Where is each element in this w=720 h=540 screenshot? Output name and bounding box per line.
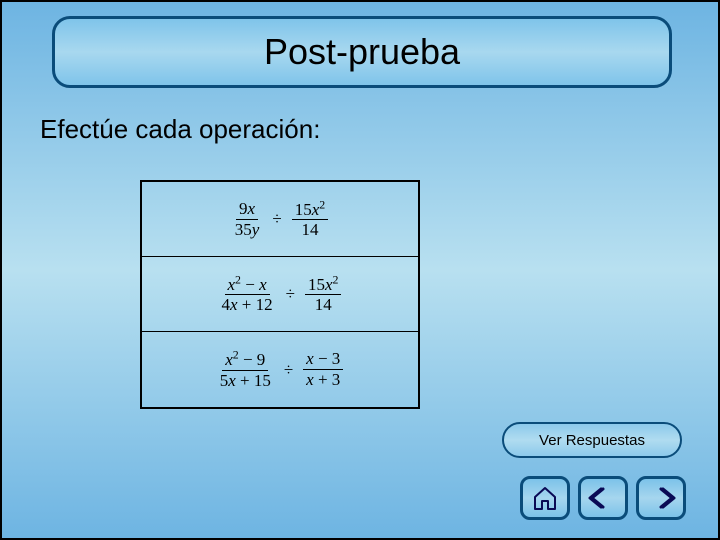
numerator: 15x2 [308,275,339,294]
prev-button[interactable] [578,476,628,520]
title-box: Post-prueba [52,16,672,88]
numerator: 15x2 [295,200,326,219]
arrow-left-icon [588,486,618,510]
show-answers-label: Ver Respuestas [539,432,645,449]
home-button[interactable] [520,476,570,520]
next-button[interactable] [636,476,686,520]
denominator: 5x + 15 [220,371,271,390]
instruction-text: Efectúe cada operación: [40,114,320,145]
table-row: x2 − 9 5x + 15 ÷ x − 3 x + 3 [142,332,418,407]
table-row: x2 − x 4x + 12 ÷ 15x2 14 [142,257,418,332]
table-row: 9x 35y ÷ 15x2 14 [142,182,418,257]
show-answers-button[interactable]: Ver Respuestas [502,422,682,458]
divide-op: ÷ [272,209,281,229]
fraction: x2 − x 4x + 12 [219,273,276,315]
denominator: 14 [315,295,332,314]
denominator: 14 [301,220,318,239]
fraction: 15x2 14 [305,273,342,315]
fraction: x2 − 9 5x + 15 [217,349,274,391]
numerator: x2 − x [228,275,267,294]
numerator: x − 3 [306,349,340,368]
fraction: x − 3 x + 3 [303,349,343,389]
page-title: Post-prueba [264,31,460,73]
divide-op: ÷ [284,360,293,380]
numerator: 9x [239,199,255,218]
fraction: 9x 35y [232,199,263,239]
numerator: x2 − 9 [225,350,265,369]
denominator: 35y [235,220,260,239]
arrow-right-icon [646,486,676,510]
fraction: 15x2 14 [292,198,329,240]
divide-op: ÷ [286,284,295,304]
math-table: 9x 35y ÷ 15x2 14 x2 − x 4x + 12 ÷ 15x2 1… [140,180,420,409]
denominator: 4x + 12 [222,295,273,314]
nav-buttons [520,476,686,520]
home-icon [531,485,559,511]
denominator: x + 3 [306,370,340,389]
